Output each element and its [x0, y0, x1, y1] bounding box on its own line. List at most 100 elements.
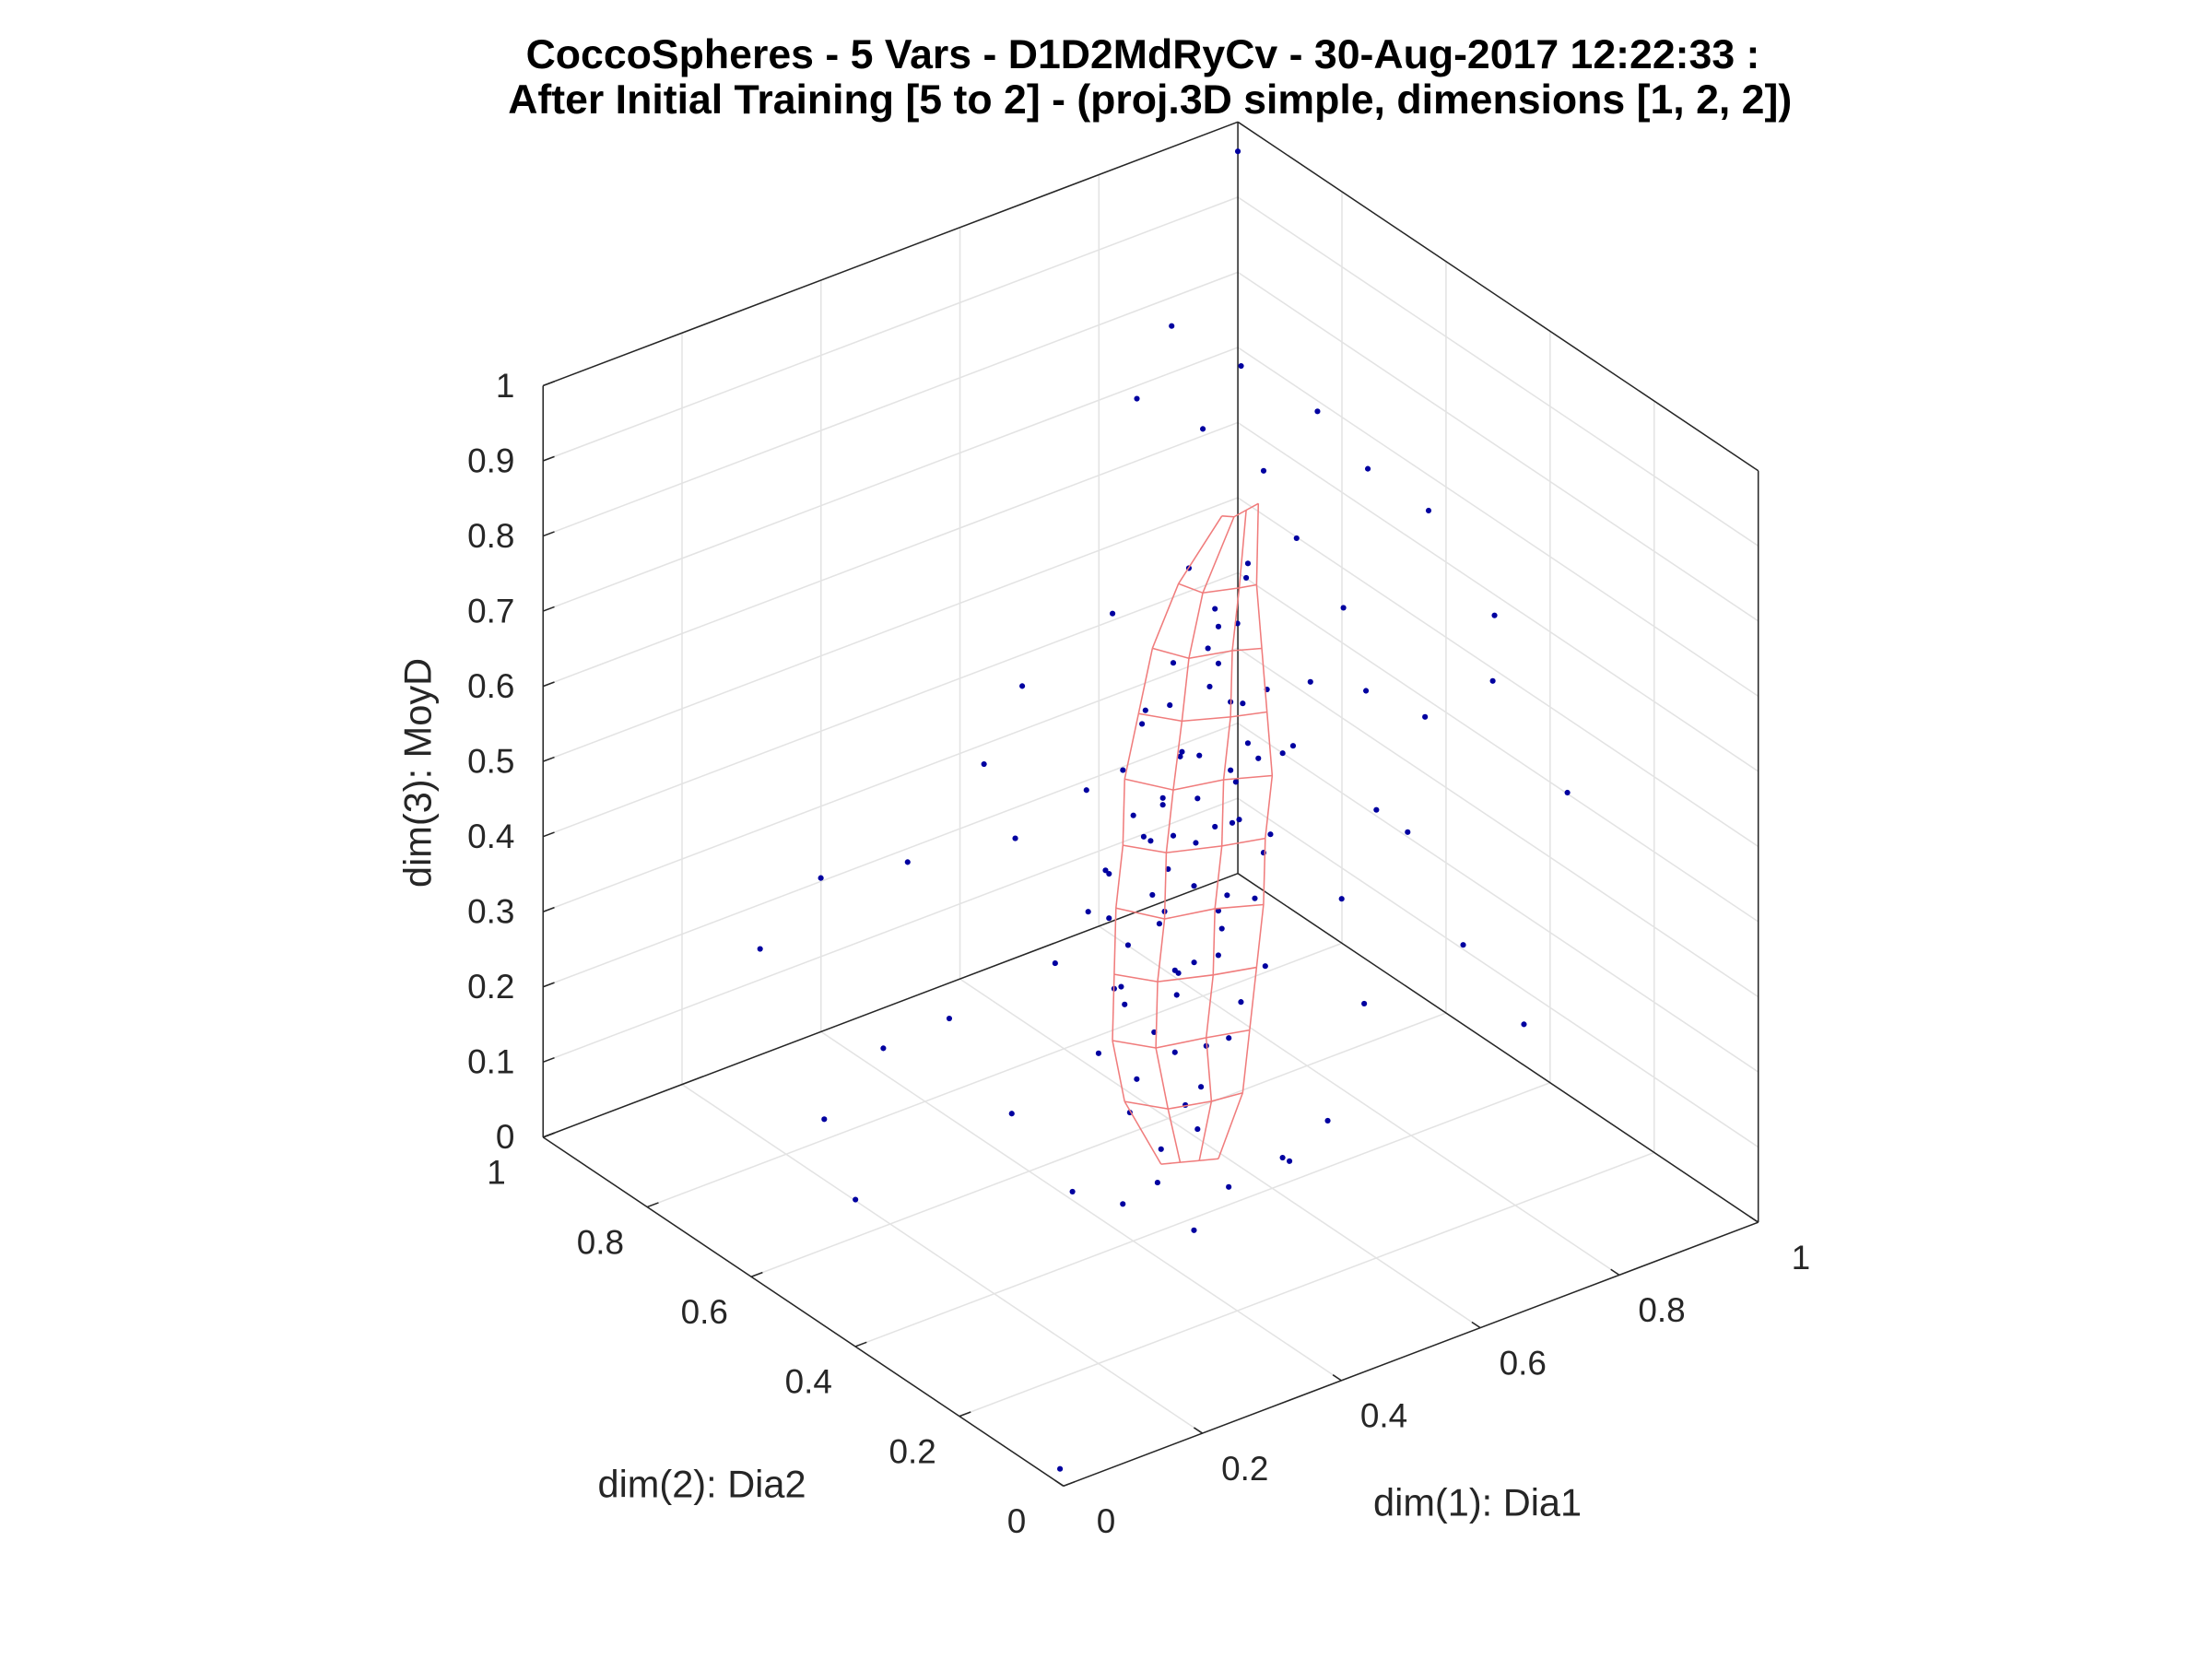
data-point [1167, 702, 1173, 709]
z-tick-label: 1 [496, 367, 515, 405]
mesh-edge [1222, 716, 1231, 781]
mesh-edge [1181, 658, 1190, 722]
mesh-edge [1249, 967, 1258, 1030]
data-point [1238, 999, 1244, 1006]
mesh-edge [1167, 1108, 1182, 1163]
data-point [1564, 789, 1571, 796]
data-point [1171, 967, 1178, 973]
mesh-edge [1151, 583, 1180, 649]
mesh-edge [1157, 974, 1214, 982]
data-point [1215, 908, 1221, 914]
gridline-z [1237, 797, 1759, 1148]
mesh-edge [1205, 974, 1215, 1038]
data-point [904, 859, 911, 865]
y-tick-mark [750, 1271, 763, 1277]
mesh-edge [1188, 650, 1233, 660]
x-tick-label: 0.2 [1221, 1450, 1268, 1488]
mesh-edge [1212, 908, 1216, 975]
data-point [1205, 645, 1211, 652]
data-point [1106, 915, 1112, 922]
data-point [1057, 1465, 1064, 1472]
mesh-edge [1213, 966, 1257, 976]
data-point [1324, 1117, 1331, 1124]
gridline-z [1237, 271, 1759, 622]
y-tick-mark [542, 1132, 555, 1138]
mesh-edge [1122, 779, 1125, 846]
data-point [1287, 1158, 1293, 1164]
data-point [1218, 925, 1225, 932]
data-point [1008, 1111, 1015, 1117]
data-point [821, 1116, 828, 1123]
data-point [1194, 795, 1201, 802]
mesh-edge [1214, 845, 1223, 910]
data-point [1293, 535, 1300, 541]
data-point [1240, 700, 1246, 707]
data-point [1405, 829, 1411, 835]
mesh-edge [1180, 1159, 1200, 1163]
mesh-edge [1265, 712, 1274, 776]
gridline-y-floor [959, 1151, 1655, 1418]
mesh-edge [1138, 712, 1182, 723]
x-tick-mark [1471, 1321, 1481, 1329]
z-tick-label: 0.7 [467, 592, 514, 629]
mesh-edge [1112, 1040, 1157, 1049]
x-axis-label: dim(1): Dia1 [1373, 1481, 1582, 1524]
mesh-edge [1182, 716, 1231, 723]
x-tick-mark [1054, 1479, 1065, 1487]
data-point [1169, 323, 1175, 329]
data-point [1106, 870, 1112, 877]
mesh-edge [1205, 1037, 1213, 1101]
mesh-edge [1215, 903, 1264, 910]
gridline-z [542, 571, 1239, 838]
data-point [1212, 823, 1218, 830]
mesh-edge [1241, 1030, 1251, 1093]
data-point [1191, 1227, 1197, 1233]
gridline-z [1237, 421, 1759, 772]
z-tick-label: 0.3 [467, 893, 514, 931]
data-point [1363, 688, 1370, 694]
mesh-edge [1168, 1100, 1212, 1110]
data-point [1215, 660, 1222, 666]
data-point [1373, 806, 1380, 813]
z-tick-label: 0.1 [467, 1043, 514, 1081]
gridline-x-floor [681, 1083, 1204, 1434]
data-point [1234, 148, 1241, 155]
data-point [1120, 767, 1126, 773]
data-point [1130, 812, 1136, 818]
z-tick-mark [542, 1056, 555, 1064]
data-point [1158, 1146, 1164, 1152]
som-mesh [1112, 502, 1274, 1165]
gridline-z [1237, 647, 1759, 998]
mesh-edge [1188, 593, 1204, 659]
mesh-edge [1137, 648, 1154, 714]
data-point [1212, 606, 1218, 612]
mesh-edge [1155, 1037, 1206, 1049]
mesh-edge [1155, 982, 1159, 1049]
data-point [1147, 838, 1154, 844]
gridline-z [1237, 722, 1759, 1073]
data-point [1118, 983, 1124, 990]
mesh-edge [1177, 515, 1223, 584]
data-point [1191, 883, 1197, 889]
x-tick-label: 1 [1792, 1239, 1811, 1277]
y-tick-mark [854, 1341, 867, 1347]
data-point [1095, 1050, 1102, 1056]
gridline-y-floor [750, 1012, 1447, 1277]
mesh-edge [1238, 510, 1247, 588]
data-point [1154, 1180, 1160, 1186]
z-tick-mark [542, 531, 555, 537]
data-point [757, 946, 763, 952]
gridline-z [1237, 497, 1759, 848]
data-point [1120, 1201, 1126, 1207]
mesh-edge [1115, 907, 1165, 920]
mesh-edge [1155, 1047, 1170, 1110]
mesh-edge [1239, 583, 1257, 589]
data-point [1019, 683, 1026, 689]
data-point [1173, 992, 1180, 998]
data-point [1196, 752, 1203, 759]
data-point [1134, 395, 1140, 402]
axis-edge [1063, 1221, 1759, 1488]
axes-box [542, 121, 1759, 1488]
data-point [1314, 408, 1321, 415]
data-point [1244, 740, 1252, 747]
